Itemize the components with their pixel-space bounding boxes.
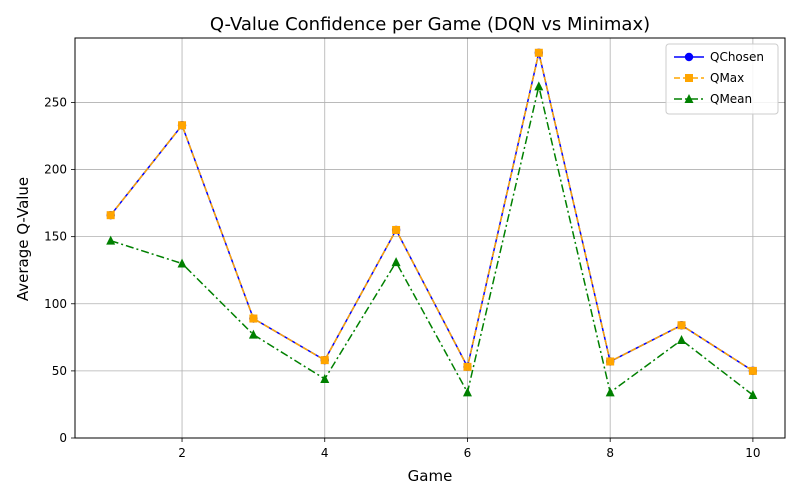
data-point-qmax: [249, 314, 258, 323]
series-qmean: [106, 81, 758, 400]
x-axis-label: Game: [408, 467, 453, 485]
legend-item-qmean: QMean: [674, 92, 752, 106]
legend-item-qchosen: QChosen: [674, 50, 764, 64]
data-point-qmean: [677, 335, 687, 345]
legend-label: QChosen: [710, 50, 764, 64]
chart-title: Q-Value Confidence per Game (DQN vs Mini…: [210, 14, 650, 35]
x-tick-label: 4: [321, 446, 329, 460]
y-tick-label: 150: [44, 230, 67, 244]
data-point-qmean: [534, 81, 544, 91]
y-tick-label: 250: [44, 95, 67, 109]
x-tick-label: 8: [606, 446, 614, 460]
data-point-qmax: [463, 362, 472, 371]
data-point-qmax: [606, 357, 615, 366]
data-point-qmean: [391, 257, 401, 267]
data-point-qmean: [748, 390, 758, 400]
data-point-qmax: [106, 211, 115, 220]
x-tick-label: 6: [464, 446, 472, 460]
series-line-qmax: [110, 52, 754, 372]
legend: QChosen QMax QMean: [665, 43, 779, 115]
y-tick-label: 100: [44, 297, 67, 311]
y-tick-label: 200: [44, 163, 67, 177]
data-point-qmax: [748, 366, 757, 375]
y-axis-label: Average Q-Value: [14, 177, 32, 301]
data-point-qmax: [392, 225, 401, 234]
data-point-qmean: [177, 258, 187, 268]
plot-frame: [74, 37, 786, 439]
data-point-qmean: [248, 329, 258, 339]
data-point-qmax: [534, 48, 543, 57]
legend-box: [665, 43, 779, 115]
legend-label: QMax: [710, 71, 744, 85]
legend-item-qmax: QMax: [674, 71, 744, 85]
x-tick-label: 2: [178, 446, 186, 460]
data-point-qmean: [106, 235, 116, 245]
y-tick-label: 0: [59, 431, 67, 445]
data-point-qmax: [320, 356, 329, 365]
data-point-qmean: [605, 387, 615, 397]
data-point-qmean: [320, 373, 330, 383]
series-line-qmean: [110, 86, 754, 396]
x-tick-label: 10: [745, 446, 760, 460]
legend-marker: [684, 94, 694, 103]
legend-marker: [684, 52, 694, 62]
legend-label: QMean: [710, 92, 752, 106]
y-tick-label: 50: [52, 364, 67, 378]
series-qmax: [106, 48, 757, 375]
data-point-qmean: [462, 387, 472, 397]
series-layer: [106, 48, 758, 400]
legend-marker: [685, 74, 693, 82]
data-point-qmax: [677, 321, 686, 330]
data-point-qmax: [178, 121, 187, 130]
